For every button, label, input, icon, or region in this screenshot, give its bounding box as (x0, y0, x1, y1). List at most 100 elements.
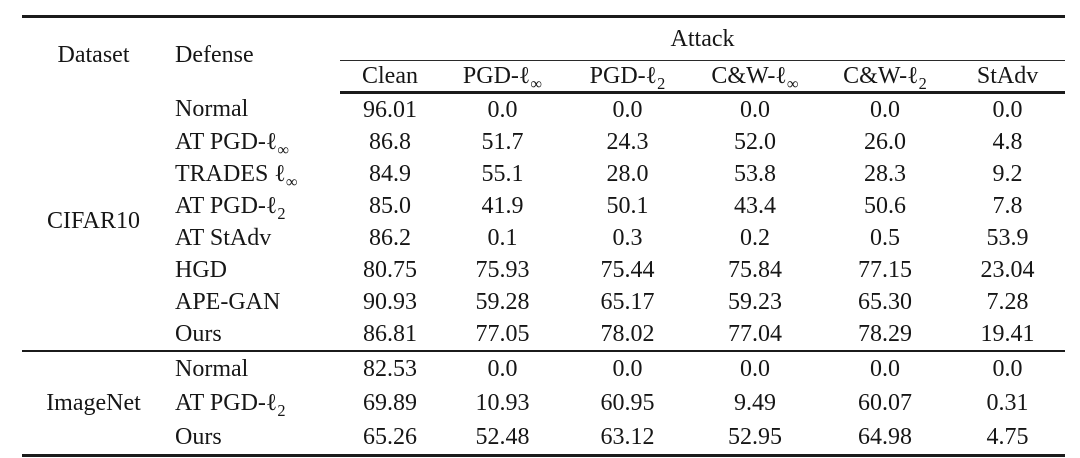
value-cell: 0.0 (740, 96, 770, 123)
value-cell: 0.31 (986, 389, 1029, 416)
value-cell: 7.8 (992, 192, 1023, 219)
value-cell: 63.12 (600, 423, 655, 450)
table-row: AT PGD-ℓ∞ 86.8 51.7 24.3 52.0 26.0 4.8 (22, 126, 1065, 158)
value-cell: 0.0 (992, 96, 1023, 123)
value-cell: 55.1 (481, 160, 524, 187)
defense-cell: AT PGD-ℓ2 (165, 190, 340, 222)
defense-label: Normal (175, 355, 249, 382)
value-cell: 0.0 (820, 350, 950, 386)
value-cell: 75.93 (475, 256, 530, 283)
value-cell: 65.17 (600, 288, 655, 315)
column-header-subscript: ∞ (530, 73, 543, 93)
value-cell: 10.93 (475, 389, 530, 416)
value-cell: 77.05 (475, 320, 530, 347)
table-row: TRADES ℓ∞ 84.9 55.1 28.0 53.8 28.3 9.2 (22, 158, 1065, 190)
table-row: APE-GAN 90.93 59.28 65.17 59.23 65.30 7.… (22, 286, 1065, 318)
results-table: Dataset Defense Attack Clean PGD-ℓ∞ PGD-… (22, 15, 1066, 457)
table-row: CIFAR10 Normal 96.01 0.0 0.0 0.0 0.0 0.0 (22, 93, 1065, 234)
column-header-label: Clean (362, 62, 418, 89)
value-cell: 7.28 (986, 288, 1029, 315)
value-cell: 60.95 (600, 389, 655, 416)
defense-label: AT PGD-ℓ (175, 389, 278, 416)
column-header-label: PGD-ℓ (462, 62, 531, 89)
value-cell: 43.4 (734, 192, 776, 219)
value-cell: 86.8 (369, 128, 411, 155)
value-cell: 75.84 (728, 256, 782, 283)
header-row-group: Dataset Defense Attack (22, 16, 1066, 68)
value-cell: 9.49 (734, 389, 776, 416)
value-cell: 41.9 (481, 192, 524, 219)
column-header-label: PGD-ℓ (589, 62, 658, 89)
column-header-label: C&W-ℓ (843, 62, 919, 89)
value-cell: 84.9 (369, 160, 411, 187)
defense-label: AT PGD-ℓ (175, 128, 278, 155)
attack-group-header: Attack (340, 16, 1066, 61)
table-row: AT PGD-ℓ2 85.0 41.9 50.1 43.4 50.6 7.8 (22, 190, 1065, 222)
defense-subscript: 2 (277, 203, 286, 223)
value-cell: 0.5 (870, 224, 900, 251)
defense-cell: AT PGD-ℓ∞ (165, 126, 340, 158)
column-header-subscript: ∞ (786, 73, 799, 93)
defense-subscript: ∞ (277, 139, 290, 159)
defense-cell: TRADES ℓ∞ (165, 158, 340, 190)
value-cell: 65.26 (363, 423, 417, 450)
value-cell: 75.44 (600, 256, 655, 283)
defense-subscript: 2 (277, 400, 286, 420)
column-header-label: C&W-ℓ (711, 62, 787, 89)
defense-label: Ours (175, 320, 222, 347)
value-cell: 0.3 (612, 224, 643, 251)
defense-label: Ours (175, 423, 222, 450)
header-row-columns: Clean PGD-ℓ∞ PGD-ℓ2 C&W-ℓ∞ C&W-ℓ2 StAdv (22, 60, 1066, 94)
value-cell: 0.1 (487, 224, 518, 251)
value-cell: 90.93 (363, 288, 417, 315)
value-cell: 28.0 (606, 160, 649, 187)
value-cell: 78.29 (858, 320, 912, 347)
value-cell: 52.0 (734, 128, 776, 155)
defense-label: APE-GAN (175, 288, 281, 315)
value-cell: 77.04 (728, 320, 782, 347)
table-row: ImageNet Normal 82.53 0.0 0.0 0.0 0.0 0.… (22, 350, 1066, 456)
value-cell: 0.0 (487, 96, 518, 123)
defense-header-cell: Defense (175, 42, 254, 69)
value-cell: 82.53 (340, 350, 440, 386)
value-cell: 9.2 (992, 160, 1023, 187)
column-header-subscript: 2 (918, 73, 927, 93)
value-cell: 28.3 (864, 160, 906, 187)
defense-cell: Normal (165, 93, 340, 127)
value-cell: 52.48 (475, 423, 530, 450)
value-cell: 52.95 (728, 423, 782, 450)
defense-label: AT PGD-ℓ (175, 192, 278, 219)
column-header-clean: Clean (340, 60, 440, 94)
value-cell: 53.9 (986, 224, 1029, 251)
column-header-stadv: StAdv (950, 60, 1066, 94)
value-cell: 19.41 (980, 320, 1035, 347)
value-cell: 59.23 (728, 288, 782, 315)
column-header-label: StAdv (976, 62, 1039, 89)
defense-label: AT StAdv (175, 224, 272, 251)
value-cell: 85.0 (369, 192, 411, 219)
value-cell: 80.75 (363, 256, 417, 283)
table-row: Ours 86.81 77.05 78.02 77.04 78.29 19.41 (22, 318, 1065, 351)
value-cell: 51.7 (481, 128, 524, 155)
value-cell: 69.89 (363, 389, 417, 416)
value-cell: 4.75 (986, 423, 1029, 450)
table-header: Dataset Defense Attack Clean PGD-ℓ∞ PGD-… (22, 16, 1066, 94)
column-header-subscript: 2 (657, 73, 666, 93)
value-cell: 50.6 (864, 192, 906, 219)
value-cell: 0.0 (690, 350, 820, 386)
value-cell: 50.1 (606, 192, 649, 219)
table-row: AT PGD-ℓ2 69.89 10.93 60.95 9.49 60.07 0… (22, 386, 1065, 420)
value-cell: 0.0 (870, 96, 900, 123)
value-cell: 24.3 (606, 128, 649, 155)
column-header-pgd-l2: PGD-ℓ2 (565, 60, 690, 94)
defense-cell: Ours (165, 420, 340, 456)
defense-cell: AT PGD-ℓ2 (165, 386, 340, 420)
value-cell: 60.07 (858, 389, 912, 416)
dataset-cell: ImageNet (22, 350, 165, 456)
value-cell: 86.81 (363, 320, 417, 347)
section-cifar10: CIFAR10 Normal 96.01 0.0 0.0 0.0 0.0 0.0… (22, 93, 1065, 352)
defense-cell: AT StAdv (165, 222, 340, 254)
value-cell: 0.2 (740, 224, 770, 251)
value-cell: 0.0 (565, 350, 690, 386)
